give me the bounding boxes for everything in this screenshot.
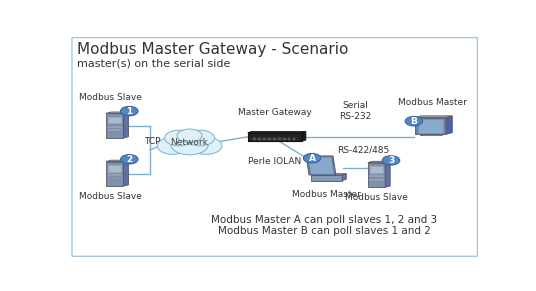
Polygon shape [311,174,346,175]
Circle shape [382,156,400,165]
Text: Modbus Master: Modbus Master [292,189,361,198]
Text: master(s) on the serial side: master(s) on the serial side [77,58,231,68]
Polygon shape [385,161,390,187]
Text: Master Gateway: Master Gateway [238,108,311,117]
Bar [282,138,286,140]
Bar [278,138,280,140]
Text: Network: Network [170,138,209,147]
Text: B: B [411,117,418,126]
Circle shape [185,130,214,146]
Circle shape [121,107,138,116]
Circle shape [177,129,202,143]
FancyBboxPatch shape [72,38,478,256]
Polygon shape [106,160,129,162]
Circle shape [405,116,422,126]
FancyBboxPatch shape [108,178,122,180]
Polygon shape [368,161,390,163]
Polygon shape [306,156,336,175]
Text: 1: 1 [126,107,132,116]
Polygon shape [302,132,306,141]
Text: Modbus Slave: Modbus Slave [345,193,408,202]
FancyBboxPatch shape [108,126,122,128]
Text: RS-232: RS-232 [340,112,372,121]
Polygon shape [106,112,129,113]
Polygon shape [311,175,342,180]
Text: RS-422/485: RS-422/485 [337,146,389,155]
Circle shape [157,137,189,154]
Polygon shape [123,112,129,138]
Bar [273,138,276,140]
Text: 3: 3 [388,156,394,165]
Bar [258,138,260,140]
FancyBboxPatch shape [370,166,383,173]
FancyBboxPatch shape [108,129,122,131]
FancyBboxPatch shape [108,165,122,172]
Circle shape [190,137,222,154]
Polygon shape [418,119,443,133]
Bar [293,138,295,140]
Text: A: A [309,154,316,163]
Polygon shape [106,113,123,138]
FancyBboxPatch shape [369,175,384,177]
Bar [252,138,256,140]
Bar [263,138,265,140]
Polygon shape [248,133,302,141]
Text: Perle IOLAN: Perle IOLAN [248,157,301,166]
FancyBboxPatch shape [108,116,122,123]
Polygon shape [342,174,346,180]
Circle shape [121,155,138,164]
Circle shape [303,153,321,163]
Text: Modbus Slave: Modbus Slave [79,93,142,102]
Text: Modbus Master: Modbus Master [398,97,467,107]
Bar [267,138,271,140]
Polygon shape [368,163,385,187]
Text: Modbus Master Gateway - Scenario: Modbus Master Gateway - Scenario [77,42,349,57]
Polygon shape [248,132,306,133]
Polygon shape [308,157,334,174]
Text: 2: 2 [126,155,132,164]
Text: TCP: TCP [144,137,160,146]
Text: Modbus Slave: Modbus Slave [79,192,142,201]
FancyBboxPatch shape [108,174,122,176]
Polygon shape [426,134,438,135]
Polygon shape [106,162,123,186]
FancyBboxPatch shape [369,179,384,180]
Bar [288,138,291,140]
Text: Modbus Master A can poll slaves 1, 2 and 3: Modbus Master A can poll slaves 1, 2 and… [212,215,437,225]
Polygon shape [415,118,446,134]
Polygon shape [123,160,129,186]
Text: Modbus Master B can poll slaves 1 and 2: Modbus Master B can poll slaves 1 and 2 [218,226,431,236]
Circle shape [171,135,208,155]
Polygon shape [415,116,452,118]
Polygon shape [446,116,452,134]
Polygon shape [420,135,444,136]
Circle shape [165,130,193,146]
Text: Serial: Serial [343,101,369,110]
